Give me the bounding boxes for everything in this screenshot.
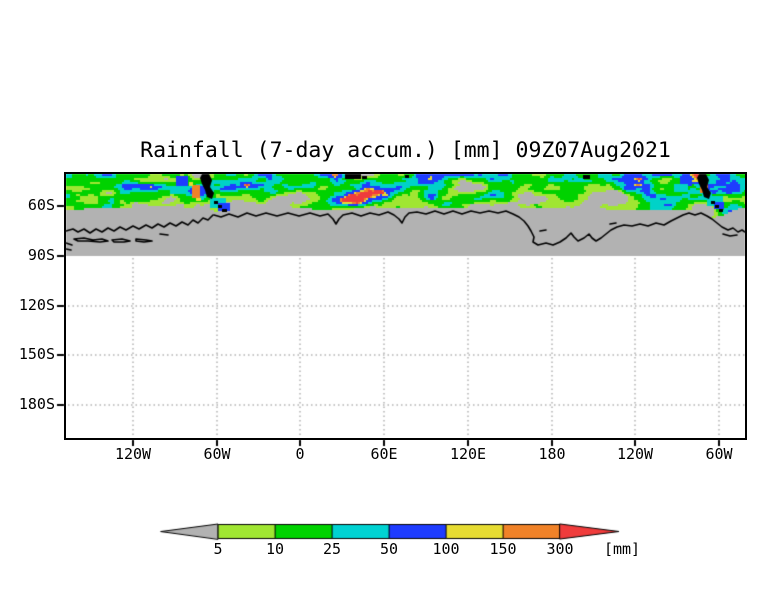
y-tick-label: 120S: [18, 296, 55, 314]
y-tick-label: 180S: [18, 395, 55, 413]
x-tick-label: 120W: [114, 445, 152, 463]
x-tick-label: 60W: [203, 445, 231, 463]
y-tick-label: 60S: [27, 196, 55, 214]
colorbar-level-label: 50: [379, 540, 399, 558]
colorbar-level-label: 5: [213, 540, 223, 558]
x-tick-label: 60W: [705, 445, 733, 463]
x-tick-label: 180: [538, 445, 566, 463]
x-tick-label: 0: [295, 445, 305, 463]
x-tick-label: 120W: [616, 445, 654, 463]
colorbar-level-label: 150: [489, 540, 517, 558]
y-tick-label: 90S: [27, 246, 55, 264]
colorbar-level-label: 300: [546, 540, 574, 558]
x-tick-label: 60E: [370, 445, 398, 463]
colorbar-level-label: 25: [322, 540, 342, 558]
plot-title: Rainfall (7-day accum.) [mm] 09Z07Aug202…: [140, 138, 671, 163]
plot-frame: [64, 172, 747, 440]
colorbar-unit-label: [mm]: [603, 540, 641, 558]
colorbar-level-label: 100: [432, 540, 460, 558]
colorbar-level-label: 10: [265, 540, 285, 558]
y-tick-label: 150S: [18, 345, 55, 363]
x-tick-label: 120E: [449, 445, 487, 463]
